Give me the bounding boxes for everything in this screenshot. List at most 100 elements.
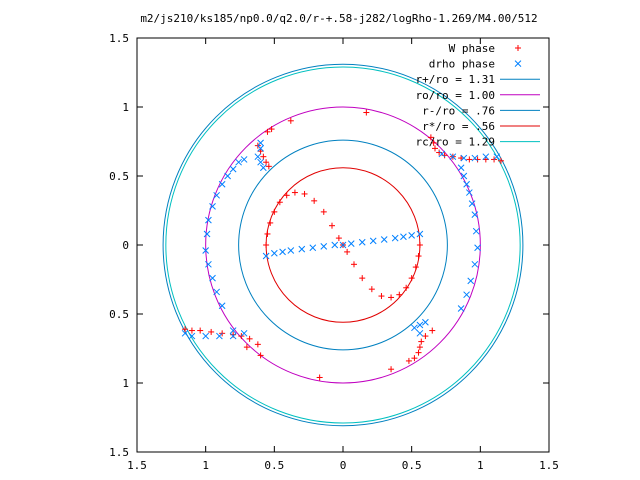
legend-label: drho phase	[429, 58, 495, 71]
w-phase-point	[316, 374, 323, 381]
radius-circle	[165, 66, 521, 424]
w-phase-point	[368, 286, 375, 293]
drho-phase-point	[460, 154, 468, 162]
drho-phase-point	[202, 332, 210, 340]
legend: W phase drho phase r+/ro = 1.31 ro/ro = 1.0…	[416, 42, 540, 149]
drho-phase-point	[347, 240, 355, 247]
drho-phase-point	[218, 302, 226, 310]
w-phase-point	[320, 208, 327, 215]
w-phase-point	[197, 327, 204, 334]
drho-phase-point	[468, 200, 476, 207]
w-phase-point	[311, 197, 318, 204]
w-phase-point	[182, 326, 189, 333]
legend-symbol	[514, 60, 522, 67]
drho-phase-point	[254, 153, 262, 161]
drho-phase-point	[257, 139, 264, 147]
w-phase-point	[458, 155, 465, 162]
drho-phase-point	[257, 158, 264, 166]
drho-phase-point	[411, 324, 418, 332]
drho-phase-point	[320, 243, 328, 250]
drho-phase-point	[474, 244, 481, 252]
drho-phase-point	[203, 230, 211, 238]
drho-phase-point	[213, 288, 221, 296]
drho-phase-point	[331, 241, 339, 249]
y-tick-label: 1.5	[109, 32, 129, 45]
drho-phase-point	[240, 156, 248, 163]
y-tick-label: 1	[122, 101, 129, 114]
drho-phase-point	[380, 236, 388, 243]
drho-phase-point	[188, 332, 196, 340]
drho-phase-point	[460, 172, 468, 180]
drho-phase-point	[235, 158, 242, 166]
drho-phase-point	[259, 164, 267, 172]
drho-phase-point	[369, 237, 377, 245]
drho-phase-point	[391, 234, 399, 242]
w-phase-point	[208, 328, 215, 335]
drho-phase-point	[309, 244, 317, 252]
w-phase-point	[429, 327, 436, 334]
w-phase-point	[257, 148, 264, 155]
drho-phase-point	[416, 321, 424, 329]
drho-phase-point	[358, 238, 366, 246]
drho-phase-point	[438, 150, 446, 158]
w-phase-point	[422, 333, 429, 340]
drho-phase-point	[408, 231, 416, 239]
drho-phase-point	[216, 332, 223, 340]
drho-phase-point	[218, 180, 226, 188]
drho-phase-point	[449, 153, 457, 161]
drho-phase-point	[287, 247, 295, 254]
w-phase-point	[427, 134, 434, 141]
drho-phase-point	[209, 203, 216, 210]
w-phase-point	[359, 275, 366, 282]
radius-circle	[162, 63, 524, 427]
drho-phase-point	[422, 318, 429, 326]
radius-circle	[238, 139, 448, 351]
w-phase-point	[497, 157, 504, 164]
drho-phase-point	[457, 305, 465, 312]
legend-label: rc/ro = 1.29	[416, 136, 495, 149]
w-phase-point	[350, 261, 357, 268]
w-phase-point	[243, 344, 250, 351]
w-phase-point	[466, 156, 473, 163]
drho-phase-point	[416, 230, 424, 238]
legend-label: ro/ro = 1.00	[416, 89, 495, 102]
w-phase-point	[415, 349, 422, 356]
drho-phase-point	[465, 189, 473, 196]
y-tick-label: 0.5	[109, 170, 129, 183]
w-phase-point	[264, 230, 271, 237]
legend-label: W phase	[449, 42, 495, 55]
drho-phase-point	[213, 191, 221, 199]
drho-phase-point	[205, 216, 212, 224]
w-phase-point	[276, 199, 283, 206]
w-phase-point	[432, 145, 439, 152]
w-phase-point	[257, 352, 264, 359]
axis-ticks: 1.5 1 0.5 0 0.5 1 1.51.510.500.511.5	[109, 32, 559, 472]
w-phase-point	[415, 253, 422, 260]
w-phase-point	[344, 248, 351, 255]
w-phase-point	[416, 344, 423, 351]
drho-phase-point	[229, 332, 237, 340]
drho-phase-point	[257, 145, 264, 152]
w-phase-point	[335, 235, 342, 242]
w-phase-point	[416, 242, 423, 248]
drho-phase-point	[471, 260, 479, 268]
y-tick-label: 0	[122, 239, 129, 252]
x-tick-label: 1.5	[539, 459, 559, 472]
w-phase-point	[267, 219, 274, 226]
drho-phase-point	[467, 277, 475, 285]
y-tick-label: 0.5	[109, 308, 129, 321]
w-phase-point	[378, 293, 385, 300]
x-tick-label: 0	[340, 459, 347, 472]
w-phase-point	[263, 242, 270, 248]
chart-title: m2/js210/ks185/np0.0/q2.0/r-+.58-j282/lo…	[140, 12, 537, 25]
x-tick-label: 1	[477, 459, 484, 472]
drho-phase-point	[229, 327, 237, 334]
w-phase-point	[408, 275, 415, 282]
w-phase-point	[271, 208, 278, 215]
w-phase-point	[482, 156, 489, 163]
x-tick-label: 0.5	[402, 459, 422, 472]
w-phase-point	[388, 294, 395, 301]
w-phase-point	[396, 291, 403, 298]
w-phase-point	[283, 192, 290, 199]
